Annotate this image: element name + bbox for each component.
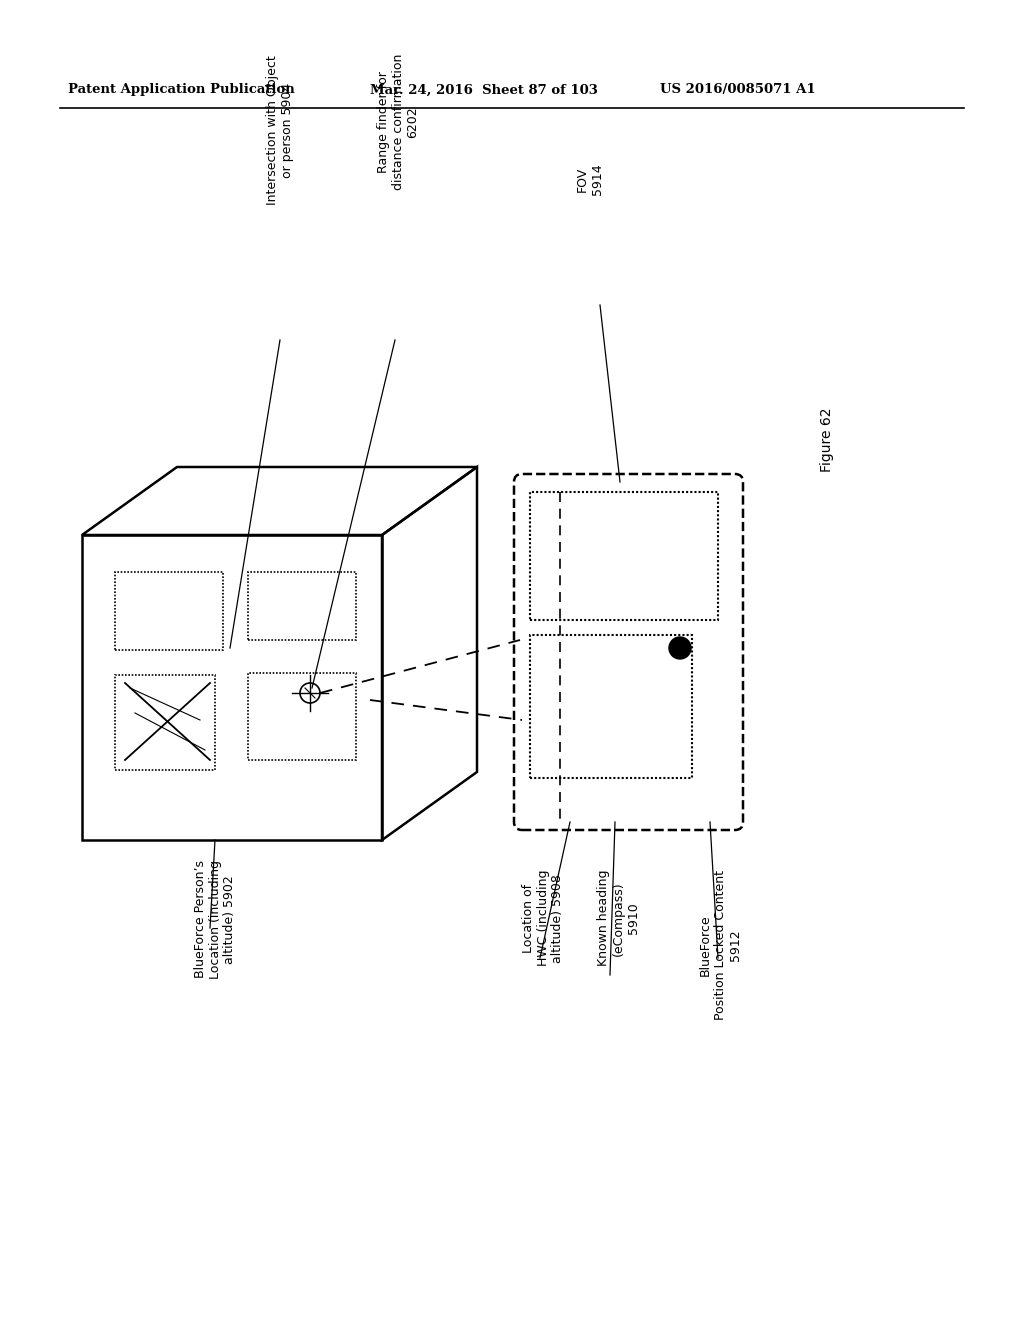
Text: Figure 62: Figure 62 [820, 408, 834, 473]
Text: Known heading
(eCompass)
5910: Known heading (eCompass) 5910 [597, 870, 640, 966]
Bar [115, 572, 223, 649]
Text: Location of
HWC (including
altitude) 5908: Location of HWC (including altitude) 590… [521, 870, 564, 966]
Bar [248, 572, 356, 640]
Text: Range finder for
distance confirmation
6202: Range finder for distance confirmation 6… [377, 54, 420, 190]
Bar [530, 635, 692, 777]
Circle shape [669, 638, 691, 659]
Text: BlueForce
Position Locked Content
5912: BlueForce Position Locked Content 5912 [698, 870, 741, 1020]
Bar [248, 673, 356, 760]
Bar [530, 492, 718, 620]
Bar [115, 675, 215, 770]
Text: US 2016/0085071 A1: US 2016/0085071 A1 [660, 83, 816, 96]
Text: Patent Application Publication: Patent Application Publication [68, 83, 295, 96]
Text: Intersection with Object
or person 5904: Intersection with Object or person 5904 [266, 55, 294, 205]
Text: FOV
5914: FOV 5914 [575, 164, 604, 195]
Text: Mar. 24, 2016  Sheet 87 of 103: Mar. 24, 2016 Sheet 87 of 103 [370, 83, 598, 96]
Text: BlueForce Person’s
Location (including
altitude) 5902: BlueForce Person’s Location (including a… [194, 861, 237, 979]
